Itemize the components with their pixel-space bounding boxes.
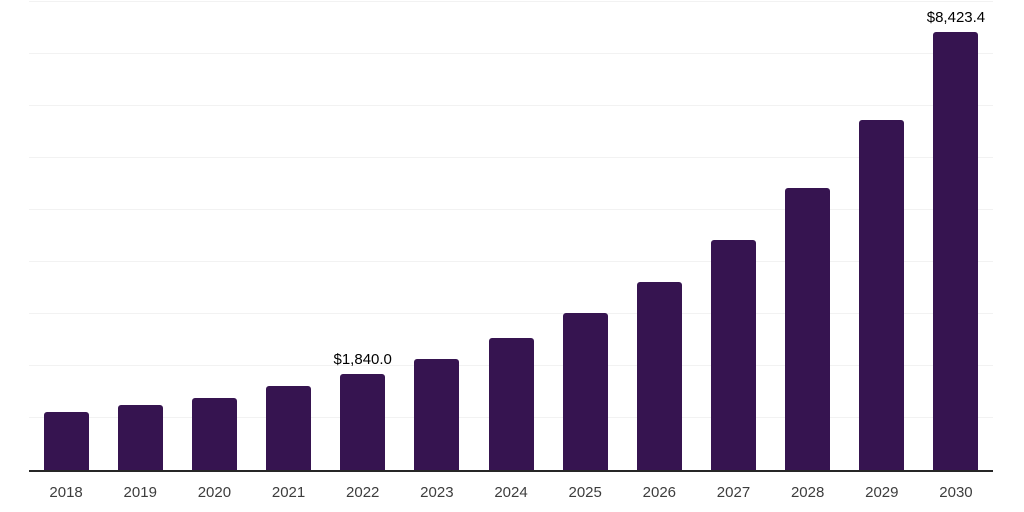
bar-2025: [562, 313, 608, 470]
bar-value-label-2030: $8,423.4: [926, 9, 986, 26]
bar-column-2021: [251, 2, 325, 470]
plot-area: $1,840.0 $8,423.4: [29, 1, 993, 472]
gridline-4000: [29, 261, 993, 262]
bar-column-2022: $1,840.0: [326, 2, 400, 470]
x-tick-label-2022: 2022: [346, 484, 380, 501]
bar-2027: [710, 240, 756, 470]
x-tick-label-2019: 2019: [123, 484, 157, 501]
bar-2024: [488, 338, 534, 470]
bar-2020: [191, 398, 237, 470]
bar-column-2028: [771, 2, 845, 470]
x-tick-label-2030: 2030: [939, 484, 973, 501]
x-tick-label-2025: 2025: [568, 484, 602, 501]
x-tick-label-2018: 2018: [49, 484, 83, 501]
bar-2030: [933, 32, 979, 470]
gridline-5000: [29, 209, 993, 210]
gridline-3000: [29, 313, 993, 314]
x-tick-label-2023: 2023: [420, 484, 454, 501]
bar-column-2020: [177, 2, 251, 470]
bar-column-2027: [696, 2, 770, 470]
bar-2021: [266, 385, 312, 470]
bar-2028: [785, 187, 831, 470]
bar-2018: [43, 411, 89, 470]
x-axis-tick-labels: 2018 2019 2020 2021 2022 2023 2024 2025 2026 2027…: [29, 472, 993, 500]
bar-2022: [340, 374, 386, 470]
bar-2019: [117, 404, 163, 470]
bar-2029: [859, 119, 905, 470]
x-tick-label-2021: 2021: [271, 484, 306, 501]
bar-column-2018: [29, 2, 103, 470]
x-tick-label-2024: 2024: [494, 484, 528, 501]
bar-2023: [414, 358, 460, 470]
x-tick-label-2027: 2027: [716, 484, 751, 501]
x-tick-label-2026: 2026: [642, 484, 677, 501]
x-tick-label-2028: 2028: [790, 484, 825, 501]
bar-series: $1,840.0 $8,423.4: [29, 2, 993, 470]
bar-column-2019: [103, 2, 177, 470]
gridline-9000: [29, 1, 993, 2]
bar-value-label-2022: $1,840.0: [333, 351, 392, 369]
bar-column-2030: $8,423.4: [919, 2, 993, 470]
x-tick-label-2020: 2020: [197, 484, 232, 501]
gridline-8000: [29, 53, 993, 54]
bar-column-2023: [400, 2, 474, 470]
gridline-6000: [29, 157, 993, 158]
bar-column-2029: [845, 2, 919, 470]
bar-column-2025: [548, 2, 622, 470]
bar-2026: [636, 281, 682, 470]
bar-column-2026: [622, 2, 696, 470]
gridline-7000: [29, 105, 993, 106]
bar-column-2024: [474, 2, 548, 470]
x-tick-label-2029: 2029: [865, 484, 899, 501]
